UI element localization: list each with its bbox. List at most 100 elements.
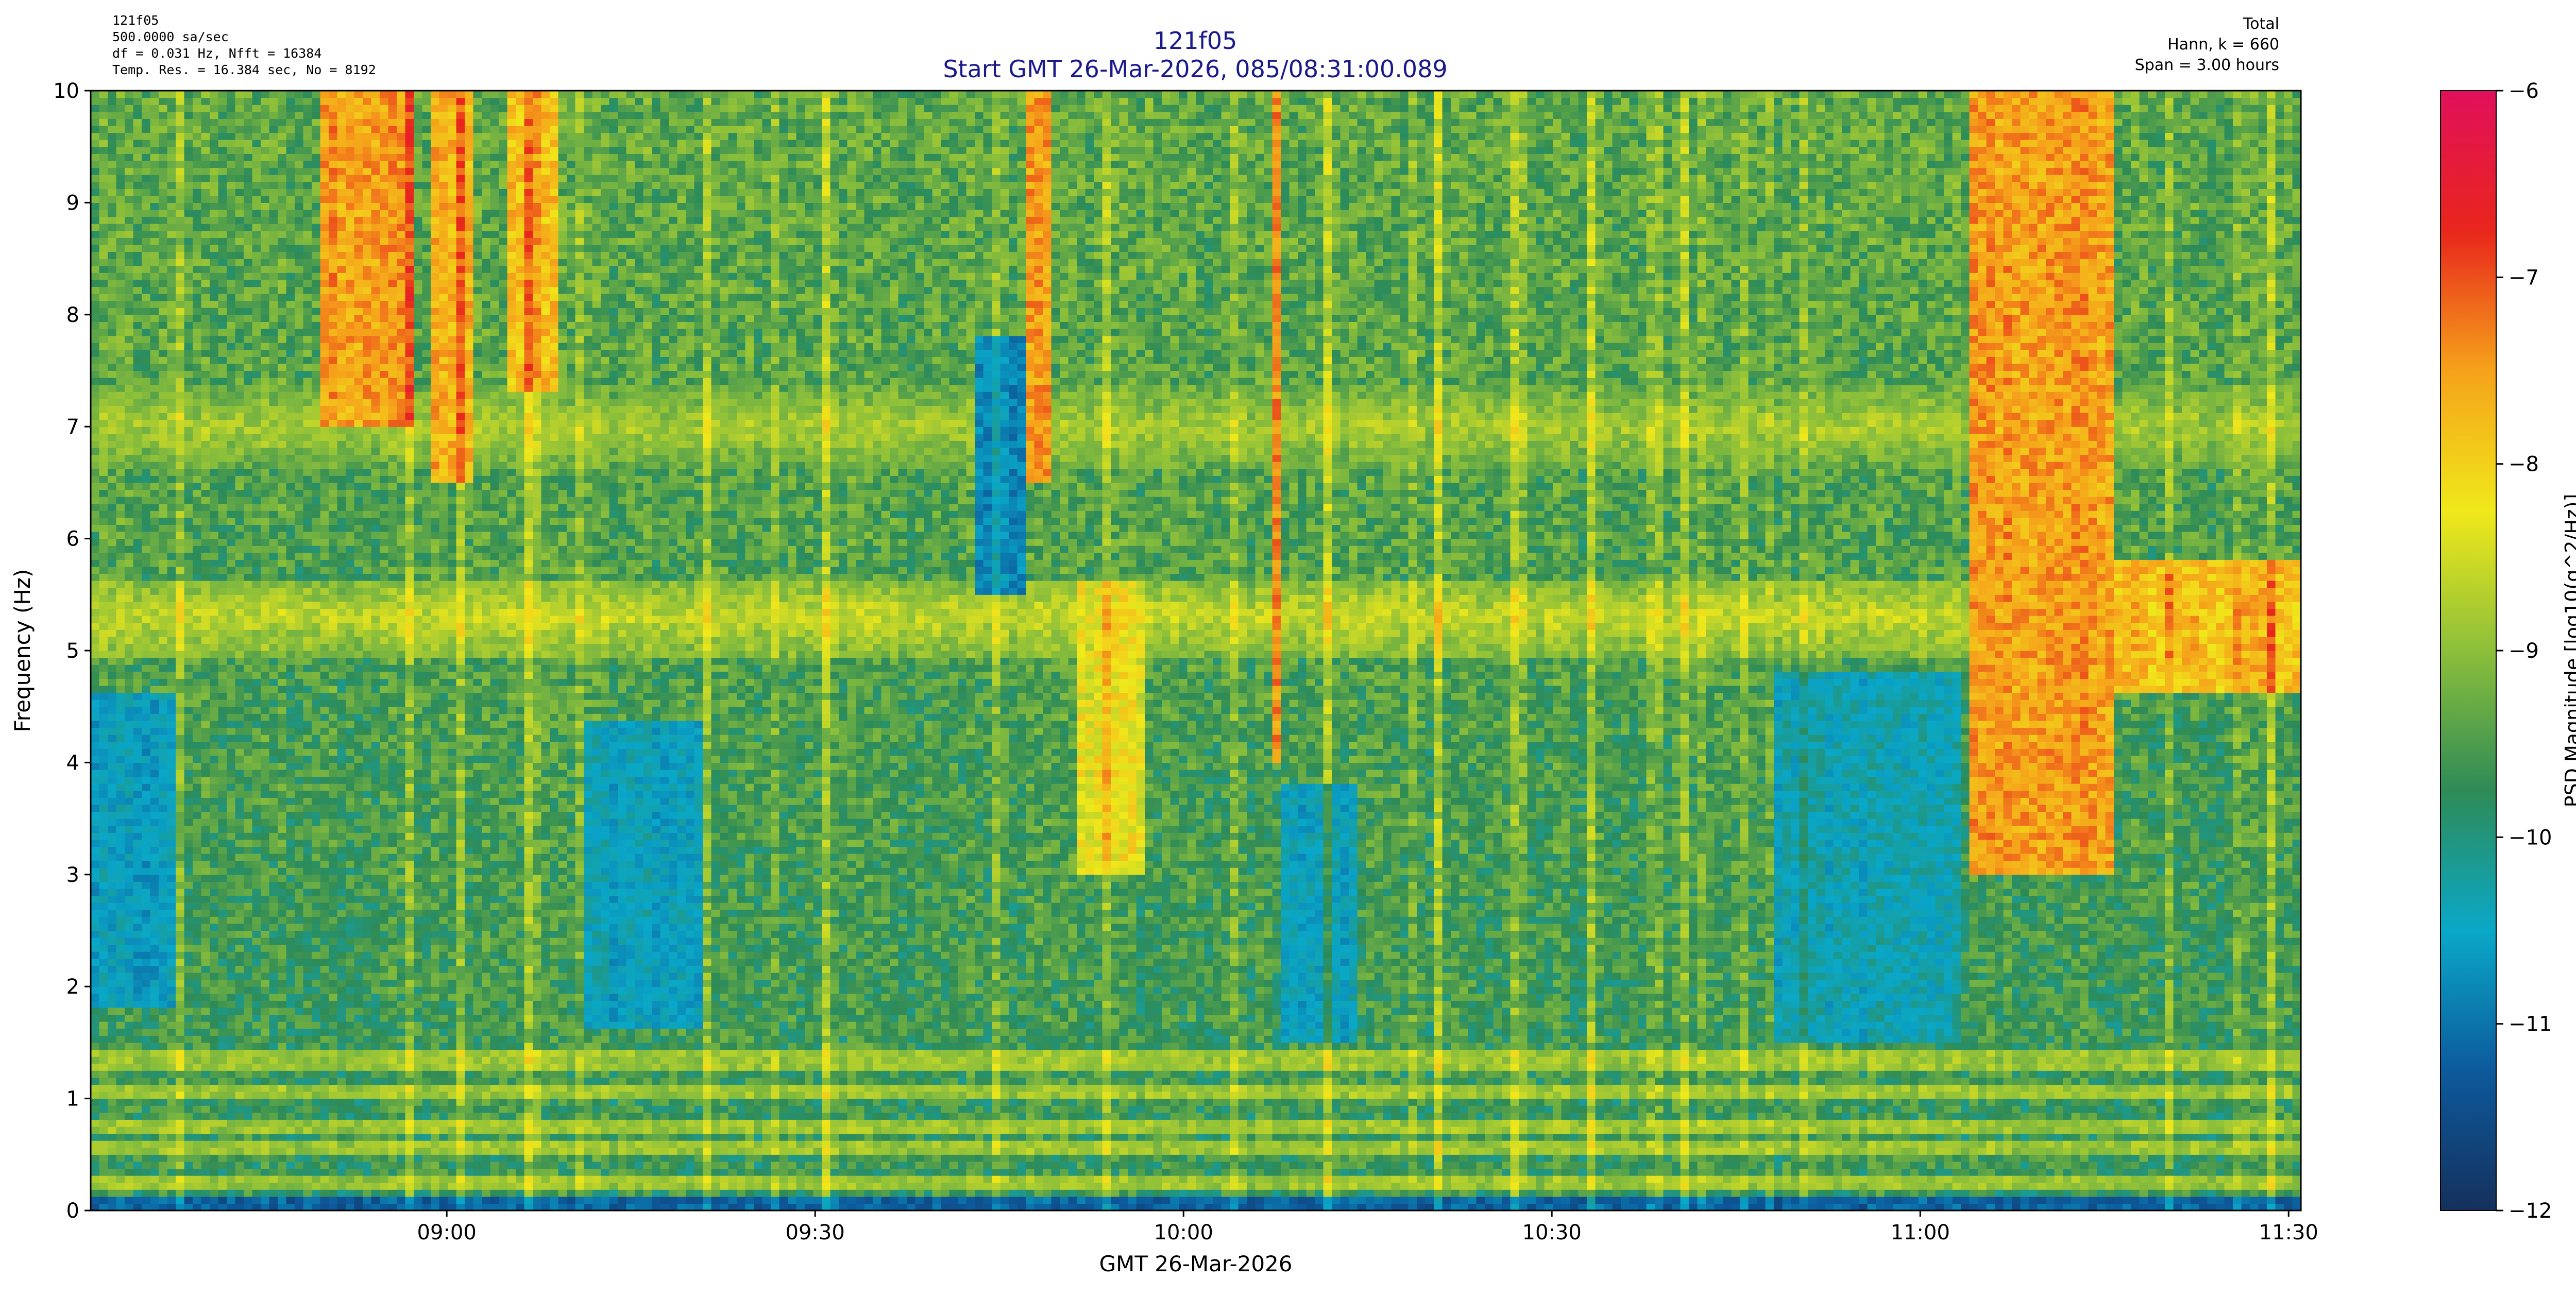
heatmap-cell [201,244,210,252]
heatmap-cell [184,1014,193,1022]
heatmap-cell [286,1168,295,1176]
heatmap-cell [354,1154,363,1162]
heatmap-cell [142,265,151,273]
heatmap-cell [210,727,219,735]
heatmap-cell [125,189,134,196]
heatmap-cell [193,1077,202,1085]
heatmap-cell [235,189,244,196]
heatmap-cell [116,475,125,483]
heatmap-cell [295,440,304,448]
heatmap-cell [91,636,100,644]
heatmap-cell [269,622,278,630]
heatmap-cell [227,895,236,903]
heatmap-cell [295,195,304,203]
heatmap-cell [193,545,202,553]
heatmap-cell [295,279,304,287]
heatmap-cell [184,727,193,735]
heatmap-cell [346,958,355,966]
heatmap-cell [142,727,151,735]
heatmap-cell [337,370,346,378]
heatmap-cell [201,895,210,903]
heatmap-cell [142,475,151,483]
heatmap-cell [337,559,346,567]
heatmap-cell [227,664,236,672]
heatmap-cell [235,860,244,868]
heatmap-cell [337,532,346,539]
heatmap-cell [235,573,244,581]
heatmap-cell [159,230,168,238]
chart-subtitle: Start GMT 26-Mar-2026, 085/08:31:00.089 [943,55,1447,83]
heatmap-cell [176,573,185,581]
heatmap-cell [235,776,244,784]
heatmap-cell [167,881,176,889]
heatmap-cell [116,419,125,427]
heatmap-cell [320,727,329,735]
heatmap-cell [312,517,321,525]
heatmap-cell [278,272,287,280]
heatmap-cell [235,195,244,203]
heatmap-cell [91,497,100,504]
heatmap-cell [125,1154,134,1162]
heatmap-cell [354,1189,363,1197]
heatmap-cell [116,279,125,287]
heatmap-cell [329,265,338,273]
heatmap-cell [337,265,346,273]
heatmap-cell [269,1042,278,1050]
heatmap-cell [210,1105,219,1113]
heatmap-cell [269,678,278,686]
heatmap-cell [261,616,270,623]
heatmap-cell [150,636,159,644]
heatmap-cell [303,776,312,784]
heatmap-cell [91,314,100,322]
heatmap-cell [337,573,346,581]
heatmap-cell [201,1092,210,1099]
heatmap-cell [278,776,287,784]
heatmap-cell [235,965,244,973]
heatmap-cell [159,251,168,259]
heatmap-cell [99,454,108,462]
heatmap-cell [227,937,236,945]
heatmap-cell [218,146,227,154]
heatmap-cell [91,923,100,931]
heatmap-cell [150,587,159,595]
heatmap-cell [193,594,202,602]
heatmap-cell [142,923,151,931]
heatmap-cell [346,1049,355,1057]
heatmap-cell [167,286,176,294]
heatmap-cell [201,294,210,301]
heatmap-cell [91,748,100,756]
heatmap-cell [295,532,304,539]
heatmap-cell [116,678,125,686]
heatmap-cell [346,1042,355,1050]
heatmap-cell [227,748,236,756]
heatmap-cell [286,265,295,273]
heatmap-cell [201,532,210,539]
heatmap-cell [116,237,125,245]
heatmap-cell [286,175,295,182]
heatmap-cell [320,398,329,406]
heatmap-cell [184,692,193,700]
heatmap-cell [218,244,227,252]
heatmap-cell [193,685,202,693]
heatmap-cell [329,454,338,462]
heatmap-cell [252,468,261,476]
heatmap-cell [201,1105,210,1113]
heatmap-cell [184,118,193,126]
heatmap-cell [201,265,210,273]
heatmap-cell [218,538,227,546]
heatmap-cell [108,447,117,455]
heatmap-cell [235,532,244,539]
heatmap-cell [252,356,261,364]
heatmap-cell [346,97,355,105]
heatmap-cell [184,286,193,294]
heatmap-cell [133,944,142,952]
heatmap-cell [320,237,329,245]
heatmap-cell [227,349,236,357]
heatmap-cell [278,1063,287,1071]
heatmap-cell [320,979,329,987]
heatmap-cell [286,616,295,623]
heatmap-cell [235,405,244,413]
heatmap-cell [210,244,219,252]
heatmap-cell [193,230,202,238]
heatmap-cell [176,1175,185,1183]
